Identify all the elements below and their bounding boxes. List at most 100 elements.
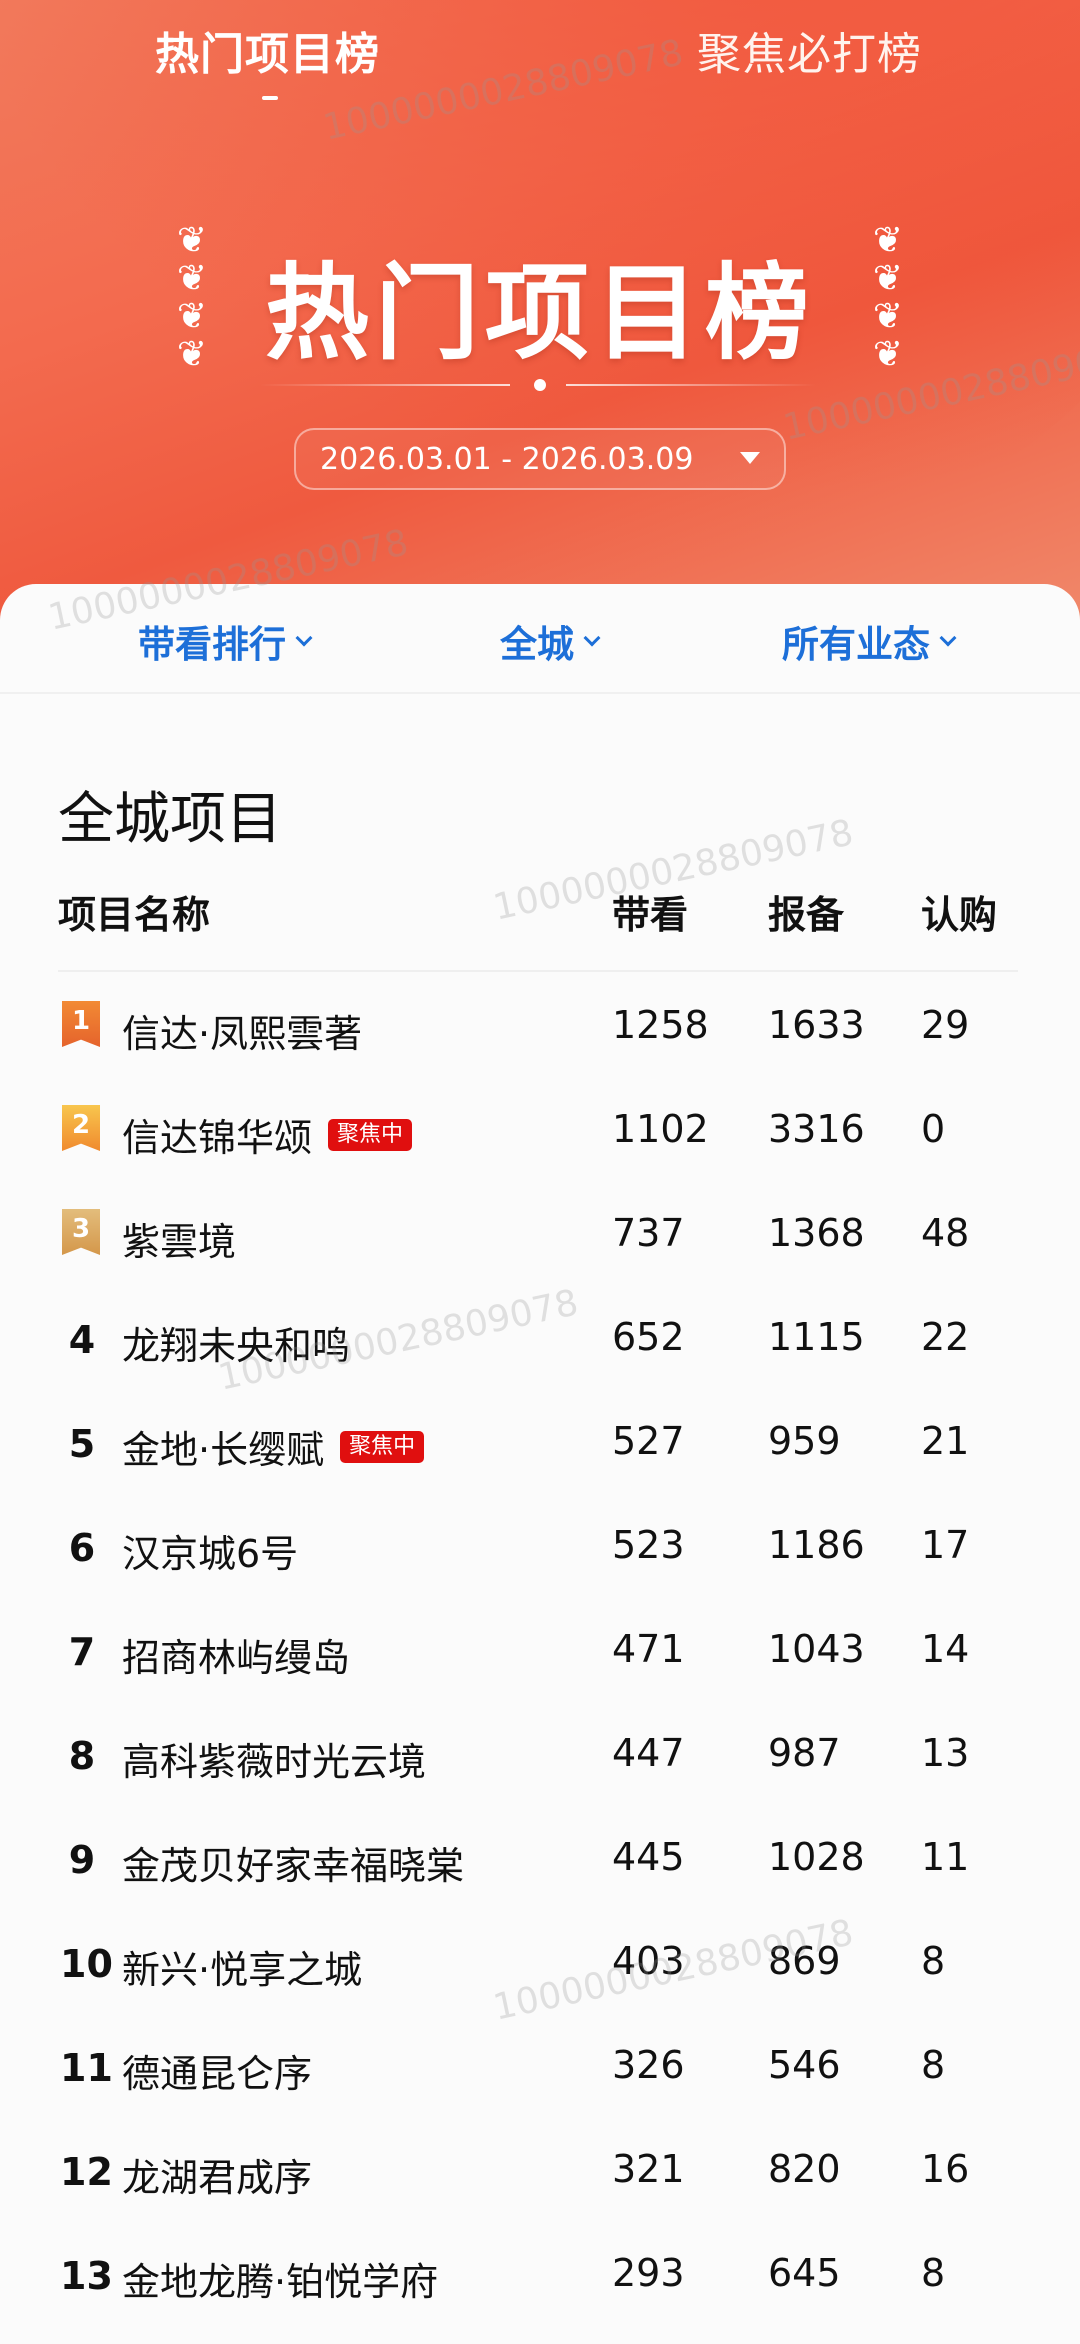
project-name: 信达锦华颂 聚焦中 [122,1107,413,1162]
table-row[interactable]: 1 信达·凤熙雲著 1258 1633 29 [0,979,1080,1083]
rengou-value: 22 [921,1315,970,1359]
table-row[interactable]: 3 紫雲境 737 1368 48 [0,1187,1080,1291]
divider [58,970,1018,972]
rank-ribbon-icon: 2 [62,1105,100,1151]
project-name-text: 龙湖君成序 [122,2156,313,2200]
daikan-value: 321 [612,2147,685,2191]
active-tab-indicator [262,96,278,100]
rengou-value: 8 [921,2043,946,2087]
project-name-text: 金茂贝好家幸福晓棠 [122,1844,465,1888]
daikan-value: 293 [612,2251,685,2295]
daikan-value: 652 [612,1315,685,1359]
rank-number: 5 [68,1422,96,1466]
table-row[interactable]: 12 龙湖君成序 321 820 16 [0,2123,1080,2227]
daikan-value: 1102 [612,1107,709,1151]
project-name: 高科紫薇时光云境 [122,1731,426,1786]
rengou-value: 13 [921,1731,970,1775]
baobei-value: 987 [768,1731,841,1775]
rank-number: 11 [60,2046,113,2090]
baobei-value: 1368 [768,1211,865,1255]
rank-ribbon-icon: 1 [62,1001,100,1047]
rank-number: 7 [68,1630,96,1674]
rengou-value: 14 [921,1627,970,1671]
daikan-value: 403 [612,1939,685,1983]
table-row[interactable]: 5 金地·长缨赋 聚焦中 527 959 21 [0,1395,1080,1499]
baobei-value: 1186 [768,1523,865,1567]
daikan-value: 445 [612,1835,685,1879]
tab-focus-projects[interactable]: 聚焦必打榜 [697,29,922,80]
table-row[interactable]: 13 金地龙腾·铂悦学府 293 645 8 [0,2227,1080,2331]
table-row[interactable]: 10 新兴·悦享之城 403 869 8 [0,1915,1080,2019]
table-row[interactable]: 11 德通昆仑序 326 546 8 [0,2019,1080,2123]
divider-dot [534,379,546,391]
rank-number: 4 [68,1318,96,1362]
focus-tag: 聚焦中 [340,1430,425,1463]
project-name-text: 信达锦华颂 [122,1116,313,1160]
baobei-value: 1028 [768,1835,865,1879]
project-name: 金茂贝好家幸福晓棠 [122,1835,464,1890]
project-name-text: 汉京城6号 [122,1532,299,1576]
chevron-down-icon [295,629,313,647]
date-range-picker[interactable]: 2026.03.01 - 2026.03.09 [294,428,786,490]
page-title: 热门项目榜 [264,252,815,374]
chevron-down-icon [939,629,957,647]
project-name-text: 新兴·悦享之城 [122,1948,363,1992]
rank-number: 6 [68,1526,96,1570]
project-name-text: 高科紫薇时光云境 [122,1740,427,1784]
filter-city[interactable]: 全城 [500,614,601,668]
date-range-text: 2026.03.01 - 2026.03.09 [320,441,694,477]
baobei-value: 1115 [768,1315,865,1359]
column-header-daikan: 带看 [612,893,689,937]
table-row[interactable]: 9 金茂贝好家幸福晓棠 445 1028 11 [0,1811,1080,1915]
baobei-value: 820 [768,2147,841,2191]
filter-type[interactable]: 所有业态 [782,614,957,668]
table-row[interactable]: 2 信达锦华颂 聚焦中 1102 3316 0 [0,1083,1080,1187]
project-name-text: 德通昆仑序 [122,2052,313,2096]
filter-label: 带看排行 [138,623,286,666]
caret-down-icon [740,452,760,464]
rank-number: 12 [60,2150,113,2194]
baobei-value: 1043 [768,1627,865,1671]
baobei-value: 546 [768,2043,841,2087]
table-row[interactable]: 7 招商林屿缦岛 471 1043 14 [0,1603,1080,1707]
rengou-value: 11 [921,1835,970,1879]
filter-bar: 带看排行 全城 所有业态 [0,584,1080,694]
filter-sort[interactable]: 带看排行 [138,614,313,668]
table-row[interactable]: 4 龙翔未央和鸣 652 1115 22 [0,1291,1080,1395]
project-name: 新兴·悦享之城 [122,1939,362,1994]
baobei-value: 959 [768,1419,841,1463]
rengou-value: 16 [921,2147,970,2191]
project-name-text: 龙翔未央和鸣 [122,1324,351,1368]
laurel-icon: ❦ ❦ ❦ ❦ [176,220,208,375]
tab-hot-projects[interactable]: 热门项目榜 [155,29,380,80]
project-name: 金地龙腾·铂悦学府 [122,2251,438,2306]
project-name-text: 紫雲境 [122,1220,237,1264]
project-name: 德通昆仑序 [122,2043,312,2098]
column-header-rengou: 认购 [921,893,998,937]
table-row[interactable]: 8 高科紫薇时光云境 447 987 13 [0,1707,1080,1811]
chevron-down-icon [583,629,601,647]
baobei-value: 1633 [768,1003,865,1047]
baobei-value: 645 [768,2251,841,2295]
daikan-value: 1258 [612,1003,709,1047]
rengou-value: 17 [921,1523,970,1567]
baobei-value: 869 [768,1939,841,1983]
table-row[interactable]: 6 汉京城6号 523 1186 17 [0,1499,1080,1603]
project-name: 龙翔未央和鸣 [122,1315,350,1370]
daikan-value: 471 [612,1627,685,1671]
section-title: 全城项目 [58,787,282,852]
rengou-value: 8 [921,2251,946,2295]
ranking-card: 带看排行 全城 所有业态 全城项目 项目名称 带看 报备 认购 1 信达·凤熙雲著… [0,584,1080,2344]
rengou-value: 29 [921,1003,970,1047]
filter-label: 所有业态 [782,623,930,666]
project-name: 龙湖君成序 [122,2147,312,2202]
column-header-baobei: 报备 [768,893,845,937]
project-name-text: 金地·长缨赋 [122,1428,325,1472]
project-name: 紫雲境 [122,1211,236,1266]
project-name: 招商林屿缦岛 [122,1627,350,1682]
baobei-value: 3316 [768,1107,865,1151]
daikan-value: 447 [612,1731,685,1775]
project-name: 汉京城6号 [122,1523,298,1578]
daikan-value: 527 [612,1419,685,1463]
filter-label: 全城 [500,623,574,666]
